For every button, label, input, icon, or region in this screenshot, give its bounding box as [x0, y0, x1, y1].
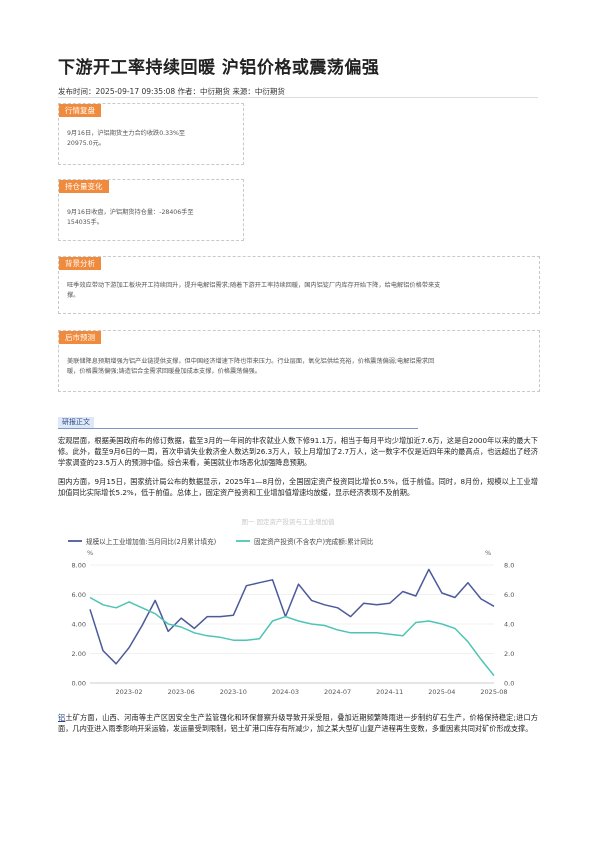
x-axis-labels: 2023-02 2023-06 2023-10 2024-03 2024-07 2024-…: [116, 688, 508, 696]
chart-gridlines: [90, 564, 494, 684]
y-tick-label-right: 4.0: [504, 620, 514, 628]
background-analysis-text: 旺季效应带动下游加工板块开工持续回升，提升电解铝需求;随着下游开工率持续回暖，国…: [67, 282, 441, 299]
y-axis-right-labels: 0.0 2.0 4.0 6.0 8.0: [504, 561, 514, 687]
aluminum-link[interactable]: 铝: [58, 713, 66, 722]
position-change-box: 持仓量变化 9月16日收盘，沪铝期货持仓量：-28406手至 154035手。: [58, 179, 244, 241]
macro-paragraph: 宏观层面，根据美国政府布的修订数据，截至3月的一年间的非农就业人数下修91.1万…: [58, 436, 538, 467]
x-tick-label: 2024-07: [324, 688, 351, 696]
position-change-tag: 持仓量变化: [59, 180, 109, 193]
page-title: 下游开工率持续回暖 沪铝价格或震荡偏强: [58, 58, 380, 78]
title-divider: [58, 97, 538, 98]
y-tick-label-left: 8.00: [72, 561, 86, 569]
legend-label-industry: 规模以上工业增加值:当月同比(2月累计填充): [86, 537, 216, 546]
domestic-paragraph: 国内方面，9月15日，国家统计局公布的数据显示，2025年1—8月份，全国固定资…: [58, 477, 538, 497]
y-tick-label-right: 0.0: [504, 679, 514, 687]
market-review-tag: 行情复盘: [59, 104, 101, 117]
x-tick-label: 2024-11: [376, 688, 403, 696]
industry-growth-line: [89, 568, 495, 665]
y-tick-label-right: 6.0: [504, 591, 514, 599]
y-tick-label-right: 8.0: [504, 561, 514, 569]
x-tick-label: 2024-03: [272, 688, 299, 696]
outlook-text: 美联储降息预期增强为铝产业链提供支撑，但中国经济增速下降也带来压力。行业层面，氧…: [67, 358, 435, 375]
fixed-investment-line: [89, 596, 495, 677]
y-unit-left: %: [87, 549, 93, 557]
legend-label-investment: 固定资产投资(不含农户)完成额:累计同比: [254, 537, 374, 546]
report-body-tag: 研报正文: [58, 417, 94, 428]
background-analysis-box: 背景分析 旺季效应带动下游加工板块开工持续回升，提升电解铝需求;随着下游开工率持…: [58, 256, 540, 314]
position-change-text: 9月16日收盘，沪铝期货持仓量：-28406手至 154035手。: [67, 209, 194, 226]
report-body-divider: [58, 428, 418, 429]
investment-industry-chart: 图一 固定资产投资与工业增加值 规模以上工业增加值:当月同比(2月累计填充) 固…: [68, 517, 514, 696]
y-tick-label-left: 0.00: [72, 679, 86, 687]
chart-title: 图一 固定资产投资与工业增加值: [241, 517, 335, 526]
x-tick-label: 2025-08: [480, 688, 507, 696]
y-tick-label-left: 6.00: [72, 591, 86, 599]
y-unit-right: %: [485, 549, 491, 557]
outlook-tag: 后市预测: [59, 331, 101, 344]
publish-meta: 发布时间：2025-09-17 09:35:08 作者：中衍期货 来源：中衍期货: [58, 87, 285, 96]
market-review-text: 9月16日，沪铝期货主力合约收跌0.33%至 20975.0元。: [67, 130, 186, 147]
y-tick-label-left: 2.00: [72, 650, 86, 658]
y-tick-label-right: 2.0: [504, 650, 514, 658]
bauxite-paragraph-text: 土矿方面，山西、河南等主产区因安全生产监管强化和环保督察升级导致开采受阻，叠加近…: [58, 713, 538, 733]
x-tick-label: 2023-10: [220, 688, 247, 696]
x-tick-label: 2023-02: [116, 688, 143, 696]
y-tick-label-left: 4.00: [72, 620, 86, 628]
x-tick-label: 2023-06: [168, 688, 195, 696]
chart-series: [89, 568, 495, 677]
market-review-box: 行情复盘 9月16日，沪铝期货主力合约收跌0.33%至 20975.0元。: [58, 103, 244, 165]
bauxite-paragraph: 铝土矿方面，山西、河南等主产区因安全生产监管强化和环保督察升级导致开采受阻，叠加…: [58, 712, 538, 734]
background-analysis-tag: 背景分析: [59, 257, 101, 270]
x-tick-label: 2025-04: [428, 688, 455, 696]
outlook-box: 后市预测 美联储降息预期增强为铝产业链提供支撑，但中国经济增速下降也带来压力。行…: [58, 330, 540, 392]
y-axis-left-labels: 0.00 2.00 4.00 6.00 8.00: [72, 561, 86, 687]
